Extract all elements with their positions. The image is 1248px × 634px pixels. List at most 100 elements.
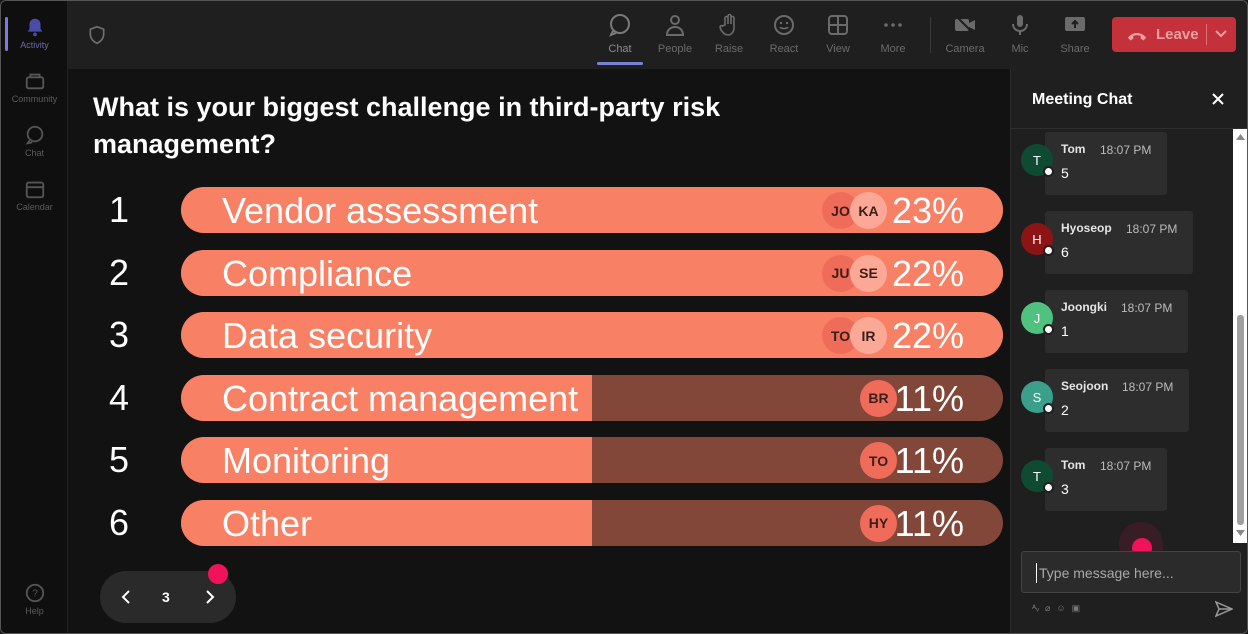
message-text: 1 — [1061, 323, 1069, 339]
help-icon: ? — [25, 583, 44, 603]
voter-avatar: BR — [860, 379, 897, 417]
voter-avatar: KA — [850, 192, 887, 229]
rail-activity[interactable]: Activity — [1, 7, 68, 59]
chat-scrollbar[interactable] — [1233, 129, 1247, 543]
toolbar-mic-button[interactable]: Mic — [995, 9, 1045, 63]
format-icon[interactable]: ᴬᵥ — [1032, 603, 1039, 613]
avatar[interactable]: J — [1021, 302, 1054, 335]
poll-option-label: Compliance — [222, 252, 413, 294]
poll-percent: 22% — [891, 315, 964, 356]
poll-row: 3 Data security 22% TO IR — [68, 312, 1010, 360]
emoji-icon[interactable]: ☺ — [1056, 603, 1066, 613]
message-input[interactable] — [1036, 563, 1226, 583]
scroll-thumb[interactable] — [1237, 315, 1244, 525]
avatar[interactable]: T — [1021, 460, 1054, 493]
toolbar-separator — [930, 17, 931, 53]
send-icon[interactable] — [1215, 600, 1233, 618]
toolbar-people-button[interactable]: People — [650, 9, 700, 63]
view-grid-icon — [828, 15, 848, 35]
chat-message[interactable]: Hyoseop 18:07 PM 6 — [1045, 211, 1193, 274]
svg-text:?: ? — [32, 589, 38, 600]
poll-option-label: Vendor assessment — [222, 190, 539, 231]
poll-bar-fill — [181, 499, 592, 546]
message-sender: Tom — [1061, 142, 1086, 156]
poll-row: 5 Monitoring 11% TO — [68, 437, 1010, 485]
chat-message[interactable]: Tom 18:07 PM 3 — [1045, 448, 1167, 511]
page-number: 3 — [162, 589, 170, 605]
poll-rank: 1 — [109, 189, 130, 230]
poll-percent: 11% — [894, 440, 964, 481]
presence-status-icon — [1043, 245, 1054, 256]
gif-icon[interactable]: ▣ — [1071, 603, 1081, 613]
avatar[interactable]: T — [1021, 144, 1054, 177]
raise-hand-icon — [719, 13, 735, 36]
avatar[interactable]: S — [1021, 381, 1054, 414]
presence-status-icon — [1043, 166, 1054, 177]
chat-message[interactable]: Tom 18:07 PM 5 — [1045, 132, 1167, 195]
chat-icon — [608, 14, 630, 37]
toolbar-label: Share — [1060, 43, 1090, 55]
chat-icon — [25, 125, 43, 145]
voter-avatar: HY — [860, 504, 897, 542]
poll-bar: Other 11% HY — [181, 499, 1003, 546]
message-time: 18:07 PM — [1100, 143, 1152, 157]
close-icon[interactable] — [1210, 91, 1226, 107]
rail-label: Community — [11, 94, 58, 104]
share-icon — [1065, 17, 1085, 31]
poll-row: 4 Contract management 11% BR — [68, 374, 1010, 423]
poll-rank: 4 — [109, 376, 130, 418]
poll-percent: 22% — [891, 252, 964, 294]
toolbar-view-button[interactable]: View — [813, 9, 863, 63]
toolbar-label: Camera — [945, 43, 985, 55]
chat-message[interactable]: Joongki 18:07 PM 1 — [1045, 290, 1188, 353]
toolbar-react-button[interactable]: React — [759, 9, 809, 63]
toolbar-share-button[interactable]: Share — [1050, 9, 1100, 63]
chevron-down-icon[interactable] — [1213, 27, 1229, 41]
poll-row: 6 Other 11% HY — [68, 499, 1010, 548]
toolbar-raise-button[interactable]: Raise — [704, 9, 754, 63]
poll-bar: Compliance 22% JU SE — [181, 249, 1003, 296]
avatar-initial: T — [1033, 152, 1041, 168]
rail-calendar[interactable]: Calendar — [1, 169, 68, 221]
poll-percent: 11% — [894, 377, 964, 419]
rail-community[interactable]: Community — [1, 61, 68, 113]
rail-chat[interactable]: Chat — [1, 115, 68, 167]
toolbar-chat-button[interactable]: Chat — [595, 9, 645, 65]
meeting-chat-panel: Meeting Chat Tom 18:07 PM 5 T Hyoseop 18:07 P… — [1010, 69, 1247, 633]
attach-icon[interactable]: ⌀ — [1044, 603, 1051, 613]
message-sender: Tom — [1061, 458, 1086, 472]
rail-help[interactable]: ? Help — [1, 573, 68, 625]
avatar[interactable]: H — [1021, 223, 1054, 256]
toolbar-camera-button[interactable]: Camera — [940, 9, 990, 63]
rail-label: Chat — [24, 148, 44, 158]
message-sender: Joongki — [1061, 300, 1108, 314]
poll-question: What is your biggest challenge in third-… — [93, 92, 721, 159]
voter-avatar: SE — [850, 254, 887, 292]
leave-label: Leave — [1156, 26, 1199, 43]
poll-bar: Monitoring 11% TO — [181, 437, 1003, 483]
people-icon — [665, 15, 685, 36]
poll-bar-fill — [181, 374, 592, 421]
scroll-down-icon[interactable] — [1236, 529, 1245, 537]
chat-divider — [1011, 128, 1247, 129]
chat-message[interactable]: Seojoon 18:07 PM 2 — [1045, 369, 1189, 432]
scroll-up-icon[interactable] — [1236, 133, 1245, 141]
shield-icon[interactable] — [87, 25, 107, 45]
chevron-right-icon[interactable] — [200, 587, 220, 607]
voter-avatar: TO — [860, 442, 897, 479]
avatar-initial: S — [1032, 389, 1042, 405]
leave-button[interactable]: Leave — [1112, 17, 1236, 52]
toolbar-label: React — [769, 43, 799, 55]
message-compose[interactable] — [1021, 551, 1241, 593]
rail-label: Activity — [20, 40, 49, 50]
message-text: 5 — [1061, 165, 1069, 181]
poll-rank: 5 — [109, 439, 130, 480]
calendar-icon — [25, 181, 44, 199]
toolbar-label: View — [826, 43, 850, 55]
camera-off-icon — [955, 15, 975, 35]
chevron-left-icon[interactable] — [116, 587, 136, 607]
message-text: 6 — [1061, 244, 1069, 260]
react-icon — [774, 15, 794, 35]
toolbar-more-button[interactable]: More — [868, 9, 918, 63]
